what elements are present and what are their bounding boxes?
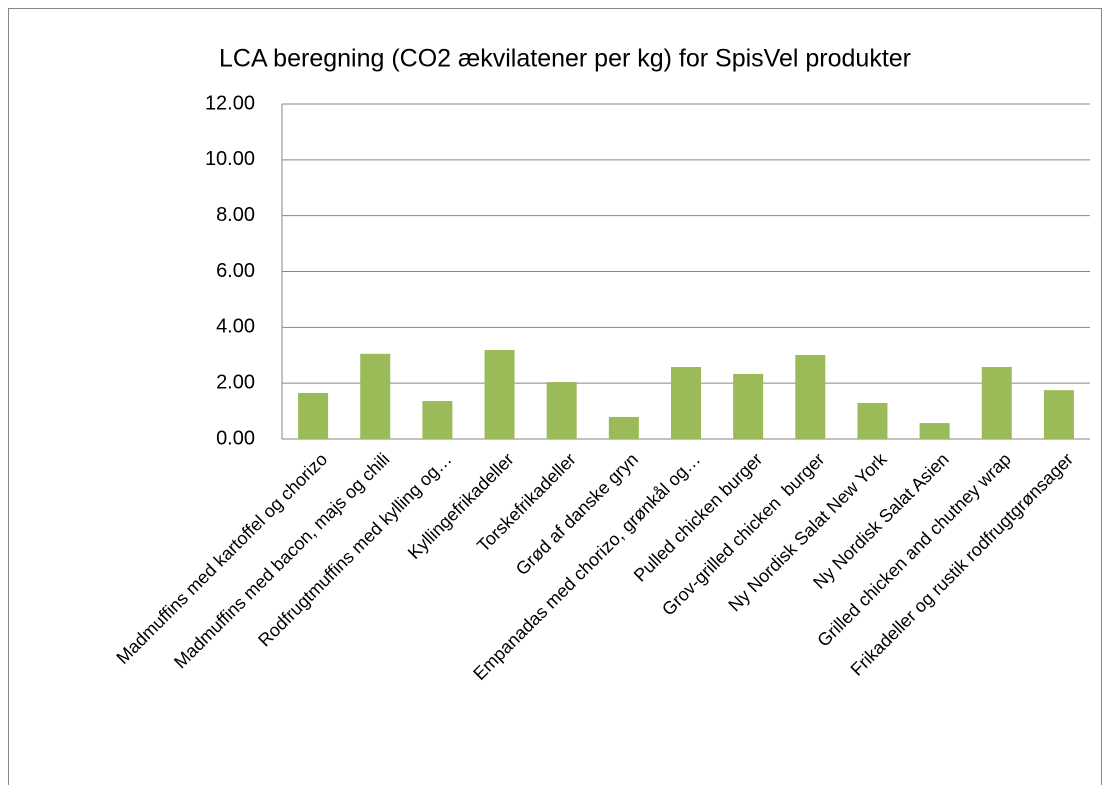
y-tick-label: 12.00 <box>205 92 255 114</box>
y-tick-label: 8.00 <box>216 204 255 226</box>
bar <box>546 382 577 439</box>
y-tick-label: 10.00 <box>205 148 255 170</box>
x-tick-label: Frikadeller og rustik rodfrugtgrønsager <box>847 449 1078 680</box>
bar <box>422 401 453 439</box>
bar <box>298 392 329 439</box>
bar <box>981 366 1012 439</box>
bar <box>671 366 701 439</box>
y-tick-label: 2.00 <box>216 371 255 393</box>
bar <box>795 354 826 439</box>
chart-title: LCA beregning (CO2 ækvilatener per kg) f… <box>219 45 911 73</box>
bar <box>1043 390 1074 439</box>
x-tick-label: Madmuffins med kartoffel og chorizo <box>112 449 331 668</box>
y-tick-label: 4.00 <box>216 316 255 338</box>
y-tick-label: 6.00 <box>216 260 255 282</box>
y-tick-label: 0.00 <box>216 427 255 449</box>
x-tick-label: Empanadas med chorizo, grønkål og… <box>469 449 704 684</box>
bar <box>608 416 639 439</box>
bar <box>857 402 888 439</box>
bar <box>733 373 764 439</box>
bar <box>360 353 391 439</box>
chart-frame <box>8 8 1102 785</box>
bar <box>919 423 950 439</box>
bar <box>484 349 515 439</box>
x-tick-label: Grød af danske gryn <box>512 449 642 579</box>
x-tick-label: Kyllingefrikadeller <box>404 449 518 563</box>
x-tick-label: Madmuffins med bacon, majs og chili <box>170 449 393 672</box>
